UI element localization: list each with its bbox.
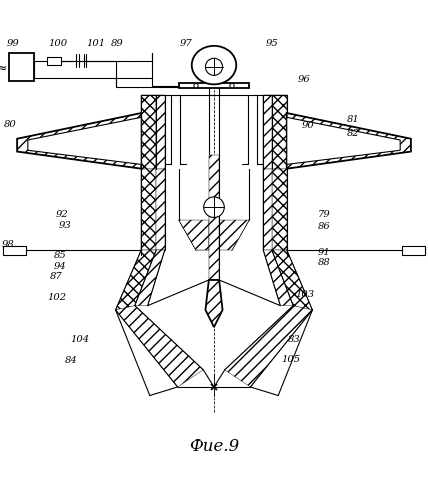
Text: 83: 83: [288, 336, 300, 344]
Polygon shape: [287, 118, 400, 164]
Text: 84: 84: [65, 356, 78, 365]
Polygon shape: [141, 95, 156, 168]
Circle shape: [230, 84, 234, 88]
Polygon shape: [263, 95, 272, 168]
Text: 96: 96: [297, 75, 310, 84]
Text: 94: 94: [54, 262, 67, 271]
Text: 104: 104: [71, 336, 90, 344]
Polygon shape: [116, 250, 156, 310]
Text: 82: 82: [347, 129, 360, 138]
Polygon shape: [287, 113, 411, 168]
Text: 81: 81: [347, 115, 360, 124]
Polygon shape: [272, 250, 312, 310]
Polygon shape: [263, 168, 272, 250]
Polygon shape: [272, 95, 287, 168]
Polygon shape: [179, 220, 209, 250]
Text: 97: 97: [180, 39, 193, 48]
Circle shape: [205, 58, 223, 76]
Circle shape: [194, 84, 198, 88]
Text: 90: 90: [302, 122, 315, 130]
Text: 102: 102: [47, 292, 66, 302]
Bar: [179, 83, 249, 88]
Text: 86: 86: [318, 222, 330, 231]
Bar: [9, 53, 34, 81]
Text: 99: 99: [6, 39, 19, 48]
Text: Фие.9: Фие.9: [189, 438, 239, 456]
Text: 98: 98: [2, 240, 15, 248]
Text: 85: 85: [54, 252, 67, 260]
Text: 92: 92: [56, 210, 68, 220]
Circle shape: [204, 197, 224, 218]
Bar: [47, 56, 61, 65]
Text: 79: 79: [318, 210, 330, 220]
Polygon shape: [263, 250, 293, 306]
Text: 89: 89: [111, 39, 124, 48]
Text: 87: 87: [50, 272, 63, 281]
Bar: [402, 246, 425, 255]
Polygon shape: [272, 168, 287, 250]
Polygon shape: [116, 306, 203, 387]
Polygon shape: [156, 95, 165, 168]
Text: 80: 80: [4, 120, 17, 129]
Polygon shape: [17, 113, 141, 168]
Text: 93: 93: [58, 221, 71, 230]
Bar: [3, 246, 26, 255]
Polygon shape: [205, 280, 223, 327]
Polygon shape: [225, 306, 312, 387]
Polygon shape: [28, 118, 141, 164]
Text: 88: 88: [318, 258, 330, 268]
Polygon shape: [209, 155, 219, 280]
Polygon shape: [135, 250, 165, 306]
Polygon shape: [141, 168, 156, 250]
Text: 101: 101: [87, 39, 106, 48]
Text: ≈: ≈: [0, 62, 7, 74]
Text: 95: 95: [265, 39, 278, 48]
Ellipse shape: [192, 46, 236, 84]
Text: 91: 91: [318, 248, 330, 257]
Text: 103: 103: [295, 290, 315, 300]
Polygon shape: [179, 220, 209, 250]
Text: 100: 100: [48, 39, 67, 48]
Polygon shape: [219, 220, 249, 250]
Polygon shape: [156, 168, 165, 250]
Text: 105: 105: [282, 354, 301, 364]
